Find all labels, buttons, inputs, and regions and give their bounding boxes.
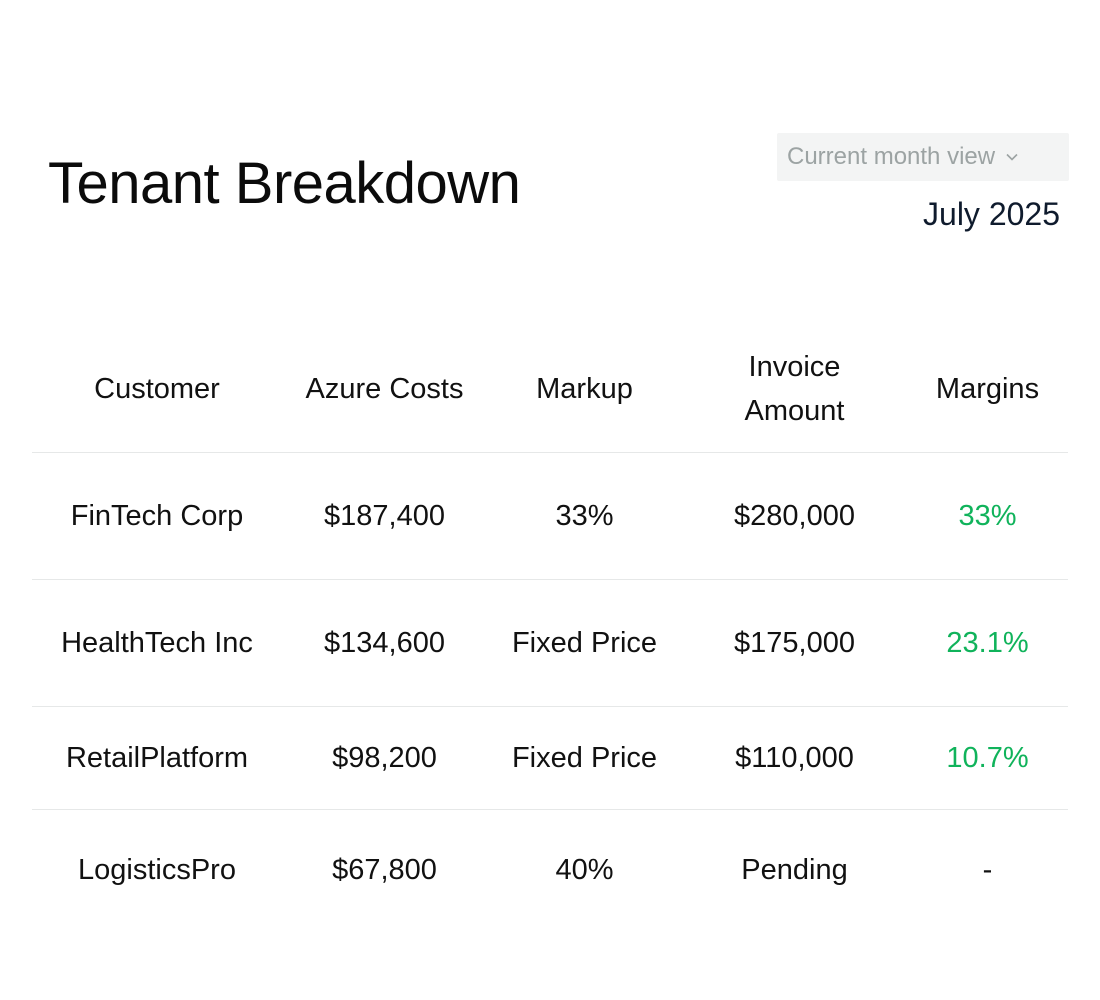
tenant-table: Customer Azure Costs Markup Invoice Amou… [32,326,1068,930]
column-header-markup[interactable]: Markup [487,326,682,453]
cell-customer: LogisticsPro [78,853,236,886]
column-header-customer[interactable]: Customer [32,326,282,453]
table-header-row: Customer Azure Costs Markup Invoice Amou… [32,326,1068,453]
column-header-invoice-amount[interactable]: Invoice Amount [682,326,907,453]
table-row[interactable]: RetailPlatform $98,200 Fixed Price $110,… [32,706,1068,810]
cell-markup: 33% [487,452,682,580]
cell-markup: Fixed Price [487,706,682,810]
table-row[interactable]: FinTech Corp $187,400 33% $280,000 33% [32,452,1068,580]
view-select-label: Current month view [787,143,996,170]
cell-invoice-amount: Pending [741,853,848,886]
cell-customer: FinTech Corp [32,452,282,580]
cell-azure-costs: $67,800 [332,853,437,886]
table-row[interactable]: LogisticsPro $67,800 40% Pending - [32,810,1068,931]
column-header-margins[interactable]: Margins [907,326,1068,453]
cell-invoice-amount: $175,000 [682,579,907,707]
cell-margins: 10.7% [907,706,1068,810]
chevron-down-icon [1005,150,1019,164]
period-label: July 2025 [923,196,1060,232]
cell-invoice-amount: $280,000 [682,452,907,580]
column-header-azure-costs[interactable]: Azure Costs [282,326,487,453]
cell-azure-costs: $98,200 [282,706,487,810]
view-select-dropdown[interactable]: Current month view [777,133,1069,181]
cell-margins: 33% [907,452,1068,580]
table-row[interactable]: HealthTech Inc $134,600 Fixed Price $175… [32,579,1068,707]
cell-invoice-amount: $110,000 [682,706,907,810]
cell-markup: 40% [555,853,614,886]
cell-margins: - [982,853,993,886]
cell-markup: Fixed Price [487,579,682,707]
cell-azure-costs: $134,600 [282,579,487,707]
cell-customer: HealthTech Inc [32,579,282,707]
cell-customer: RetailPlatform [32,706,282,810]
page-title: Tenant Breakdown [48,151,521,216]
cell-margins: 23.1% [907,579,1068,707]
cell-azure-costs: $187,400 [282,452,487,580]
